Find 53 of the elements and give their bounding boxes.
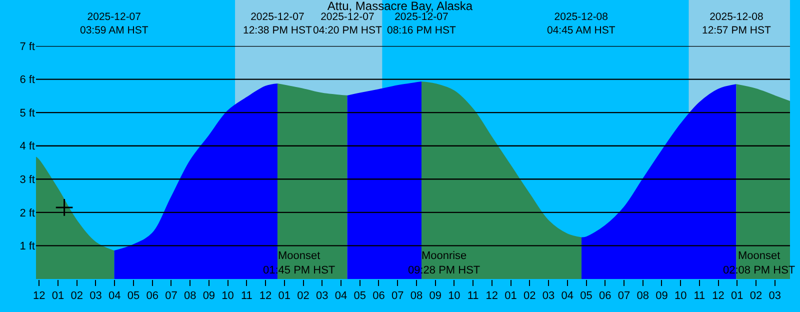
y-tick-label: 1 ft — [20, 240, 35, 253]
x-tick-label: 01 — [52, 290, 64, 302]
x-tick-label: 08 — [410, 290, 423, 302]
x-tick-label: 02 — [524, 290, 536, 302]
x-tick-label: 12 — [712, 290, 724, 302]
x-tick-label: 03 — [316, 290, 328, 302]
text: 2025-12-07 04:20 PM HST — [313, 11, 382, 37]
x-tick-label: 02 — [750, 290, 762, 302]
x-tick-label: 12 — [33, 290, 46, 302]
x-tick-label: 07 — [391, 290, 404, 302]
x-tick-label: 12 — [259, 290, 272, 302]
x-tick-label: 03 — [768, 290, 782, 302]
text: 2025-12-07 12:38 PM HST — [243, 11, 312, 37]
y-tick-label: 3 ft — [20, 174, 35, 186]
x-tick-label: 06 — [372, 290, 385, 302]
x-tick-label: 06 — [598, 290, 612, 302]
x-tick-label: 03 — [542, 290, 555, 302]
x-tick-label: 11 — [467, 290, 479, 302]
y-tick-label: 4 ft — [20, 140, 35, 153]
x-tick-label: 04 — [561, 290, 574, 302]
x-tick-label: 10 — [222, 290, 234, 302]
text: 2025-12-08 04:45 AM HST — [547, 11, 616, 37]
x-tick-label: 11 — [240, 290, 252, 302]
x-tick-label: 04 — [108, 290, 121, 302]
x-tick-label: 06 — [146, 290, 158, 302]
x-tick-label: 03 — [90, 290, 102, 302]
y-tick-label: 5 ft — [20, 107, 35, 120]
x-tick-label: 07 — [618, 290, 630, 302]
text: 2025-12-07 08:16 PM HST — [387, 11, 456, 37]
x-tick-label: 10 — [448, 290, 460, 302]
x-tick-label: 04 — [334, 290, 348, 302]
x-tick-label: 08 — [636, 290, 649, 302]
x-tick-label: 11 — [694, 290, 706, 302]
x-tick-label: 01 — [504, 290, 517, 302]
y-tick-label: 7 ft — [20, 40, 35, 53]
x-tick-label: 01 — [731, 290, 744, 302]
x-tick-label: 12 — [486, 290, 498, 302]
y-tick-label: 2 ft — [20, 207, 35, 220]
x-tick-label: 08 — [184, 290, 196, 302]
x-tick-label: 09 — [429, 290, 442, 302]
y-tick-label: 6 ft — [20, 74, 35, 86]
x-tick-label: 10 — [674, 290, 687, 302]
x-tick-label: 09 — [202, 290, 216, 302]
x-tick-label: 09 — [656, 290, 668, 302]
x-tick-label: 02 — [297, 290, 310, 302]
text: 2025-12-07 03:59 AM HST — [80, 11, 149, 37]
x-tick-label: 05 — [127, 290, 140, 302]
x-tick-label: 01 — [278, 290, 291, 302]
x-tick-label: 07 — [165, 290, 178, 302]
x-tick-label: 05 — [580, 290, 592, 302]
x-tick-label: 05 — [354, 290, 366, 302]
text: 2025-12-08 12:57 PM HST — [702, 11, 772, 37]
x-tick-label: 02 — [70, 290, 84, 302]
